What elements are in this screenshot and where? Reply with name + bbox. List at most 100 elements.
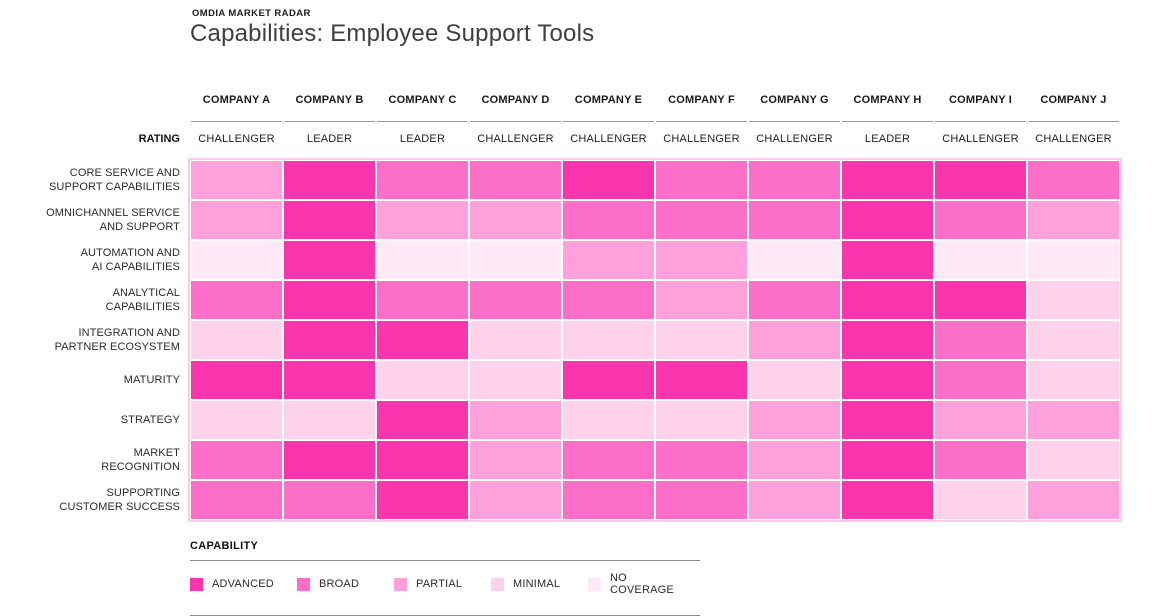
legend-item-1: ADVANCED <box>190 577 297 591</box>
legend-label-1: ADVANCED <box>212 578 274 590</box>
heatmap-cell-r6-c4 <box>469 360 562 400</box>
heatmap-cell-r3-c10 <box>1027 240 1120 280</box>
rating-value-4: CHALLENGER <box>477 133 554 145</box>
heatmap-cell-r2-c2 <box>283 200 376 240</box>
heatmap-cell-r4-c3 <box>376 280 469 320</box>
company-header-4: COMPANY D <box>470 94 561 122</box>
legend-items: ADVANCED BROAD PARTIAL MINIMAL NO COVERAGE <box>190 561 700 607</box>
heatmap-cell-r8-c4 <box>469 440 562 480</box>
heatmap-cell-r2-c1 <box>190 200 283 240</box>
rating-values-row: CHALLENGER LEADER LEADER CHALLENGER CHALLENG… <box>190 131 1120 147</box>
heatmap-cell-r9-c4 <box>469 480 562 520</box>
heatmap-cell-r2-c7 <box>748 200 841 240</box>
heatmap-cell-r4-c5 <box>562 280 655 320</box>
heatmap-cell-r9-c3 <box>376 480 469 520</box>
heatmap-cell-r1-c2 <box>283 160 376 200</box>
heatmap-cell-r7-c7 <box>748 400 841 440</box>
legend-swatch-broad <box>297 577 310 591</box>
legend-swatch-minimal <box>491 577 504 591</box>
page-title: Capabilities: Employee Support Tools <box>190 20 595 47</box>
heatmap-cell-r4-c4 <box>469 280 562 320</box>
legend-swatch-partial <box>394 577 407 591</box>
capability-label-5: INTEGRATION AND PARTNER ECOSYSTEM <box>54 326 180 353</box>
rating-value-10: CHALLENGER <box>1035 133 1112 145</box>
heatmap-cell-r6-c3 <box>376 360 469 400</box>
heatmap-cell-r3-c8 <box>841 240 934 280</box>
company-header-row: COMPANY A COMPANY B COMPANY C COMPANY D COMP… <box>190 94 1120 122</box>
capability-legend: CAPABILITY ADVANCED BROAD PARTIAL MINIMAL NO… <box>190 540 700 616</box>
legend-item-4: MINIMAL <box>491 577 588 591</box>
heatmap-cell-r2-c10 <box>1027 200 1120 240</box>
legend-label-4: MINIMAL <box>513 578 561 590</box>
capability-label-4: ANALYTICAL CAPABILITIES <box>105 286 180 313</box>
heatmap-cell-r1-c8 <box>841 160 934 200</box>
heatmap-cell-r4-c7 <box>748 280 841 320</box>
heatmap-cell-r7-c5 <box>562 400 655 440</box>
capability-label-9: SUPPORTING CUSTOMER SUCCESS <box>59 486 180 513</box>
company-header-9: COMPANY I <box>935 94 1026 122</box>
heatmap-cell-r7-c9 <box>934 400 1027 440</box>
heatmap-cell-r5-c8 <box>841 320 934 360</box>
legend-item-2: BROAD <box>297 577 394 591</box>
capability-heatmap <box>188 158 1122 522</box>
report-eyebrow: OMDIA MARKET RADAR <box>192 8 311 19</box>
heatmap-cell-r8-c2 <box>283 440 376 480</box>
capability-label-6: MATURITY <box>123 373 180 386</box>
rating-value-8: LEADER <box>864 133 911 145</box>
heatmap-cell-r6-c7 <box>748 360 841 400</box>
heatmap-cell-r6-c2 <box>283 360 376 400</box>
legend-item-3: PARTIAL <box>394 577 491 591</box>
heatmap-cell-r2-c8 <box>841 200 934 240</box>
capability-label-7: STRATEGY <box>120 413 180 426</box>
rating-value-2: LEADER <box>306 133 353 145</box>
heatmap-cell-r3-c1 <box>190 240 283 280</box>
heatmap-cell-r3-c9 <box>934 240 1027 280</box>
heatmap-cell-r5-c10 <box>1027 320 1120 360</box>
heatmap-cell-r1-c7 <box>748 160 841 200</box>
heatmap-cell-r7-c3 <box>376 400 469 440</box>
heatmap-cell-r7-c1 <box>190 400 283 440</box>
heatmap-cell-r6-c9 <box>934 360 1027 400</box>
heatmap-cell-r1-c9 <box>934 160 1027 200</box>
heatmap-cell-r9-c9 <box>934 480 1027 520</box>
heatmap-cell-r3-c2 <box>283 240 376 280</box>
rating-value-1: CHALLENGER <box>198 133 275 145</box>
heatmap-cell-r7-c2 <box>283 400 376 440</box>
heatmap-cell-r4-c10 <box>1027 280 1120 320</box>
heatmap-cell-r2-c6 <box>655 200 748 240</box>
company-header-6: COMPANY F <box>656 94 747 122</box>
heatmap-cell-r3-c3 <box>376 240 469 280</box>
rating-value-9: CHALLENGER <box>942 133 1019 145</box>
capability-label-3: AUTOMATION AND AI CAPABILITIES <box>80 246 180 273</box>
company-header-3: COMPANY C <box>377 94 468 122</box>
heatmap-cell-r5-c5 <box>562 320 655 360</box>
heatmap-cell-r8-c10 <box>1027 440 1120 480</box>
heatmap-cell-r8-c7 <box>748 440 841 480</box>
heatmap-cell-r2-c3 <box>376 200 469 240</box>
heatmap-cell-r4-c2 <box>283 280 376 320</box>
heatmap-cell-r9-c1 <box>190 480 283 520</box>
legend-title: CAPABILITY <box>190 540 259 552</box>
heatmap-cell-r5-c3 <box>376 320 469 360</box>
legend-label-5: NO COVERAGE <box>610 572 674 596</box>
heatmap-cell-r1-c5 <box>562 160 655 200</box>
heatmap-cell-r3-c5 <box>562 240 655 280</box>
rating-value-5: CHALLENGER <box>570 133 647 145</box>
company-header-10: COMPANY J <box>1028 94 1119 122</box>
heatmap-cell-r8-c6 <box>655 440 748 480</box>
capability-label-2: OMNICHANNEL SERVICE AND SUPPORT <box>46 206 180 233</box>
heatmap-cell-r8-c5 <box>562 440 655 480</box>
heatmap-cell-r1-c6 <box>655 160 748 200</box>
heatmap-cell-r1-c4 <box>469 160 562 200</box>
heatmap-cell-r8-c9 <box>934 440 1027 480</box>
heatmap-cell-r1-c10 <box>1027 160 1120 200</box>
capability-label-1: CORE SERVICE AND SUPPORT CAPABILITIES <box>49 166 180 193</box>
heatmap-cell-r6-c6 <box>655 360 748 400</box>
heatmap-cell-r7-c4 <box>469 400 562 440</box>
heatmap-cell-r6-c5 <box>562 360 655 400</box>
heatmap-cell-r2-c5 <box>562 200 655 240</box>
legend-swatch-advanced <box>190 577 203 591</box>
heatmap-cell-r4-c1 <box>190 280 283 320</box>
heatmap-cell-r2-c4 <box>469 200 562 240</box>
heatmap-cell-r8-c1 <box>190 440 283 480</box>
